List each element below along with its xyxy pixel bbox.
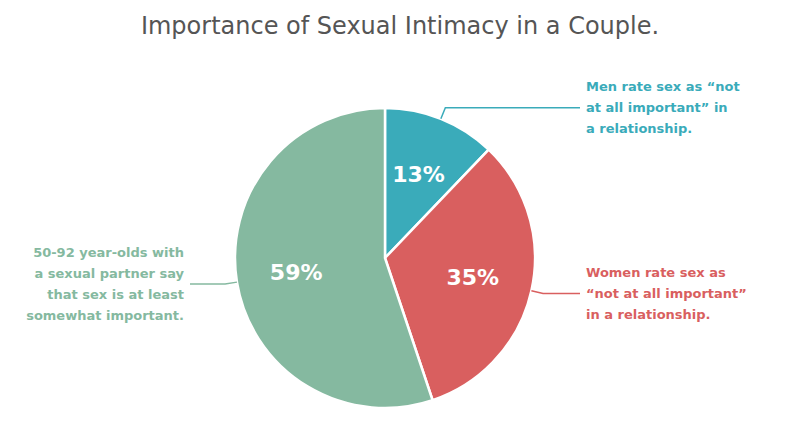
- annotation-line: Men rate sex as “not: [586, 79, 740, 94]
- annotation-line: somewhat important.: [26, 308, 184, 323]
- annotation-connector: [441, 108, 580, 119]
- annotation-line: a sexual partner say: [34, 266, 184, 281]
- annotation-line: that sex is at least: [47, 287, 184, 302]
- annotation-connector: [190, 282, 237, 284]
- data-label: 59%: [270, 260, 323, 285]
- annotation-line: 50-92 year-olds with: [33, 245, 184, 260]
- annotation-connector: [531, 291, 580, 294]
- data-label: 13%: [392, 162, 445, 187]
- annotation-line: at all important” in: [586, 100, 728, 115]
- annotation-line: Women rate sex as: [586, 265, 726, 280]
- chart: Importance of Sexual Intimacy in a Coupl…: [0, 0, 800, 440]
- data-label: 35%: [446, 265, 499, 290]
- annotation: Men rate sex as “not at all important” in…: [586, 79, 740, 136]
- annotation: 50-92 year-olds with a sexual partner say…: [26, 245, 184, 322]
- slice: [235, 108, 433, 408]
- annotation-line: “not at all important”: [586, 286, 747, 301]
- title: Importance of Sexual Intimacy in a Coupl…: [141, 12, 659, 40]
- pie: 13% 35% 59%: [235, 108, 535, 408]
- annotation-line: a relationship.: [586, 121, 692, 136]
- annotation-line: in a relationship.: [586, 307, 711, 322]
- annotation: Women rate sex as “not at all important” i…: [586, 265, 747, 322]
